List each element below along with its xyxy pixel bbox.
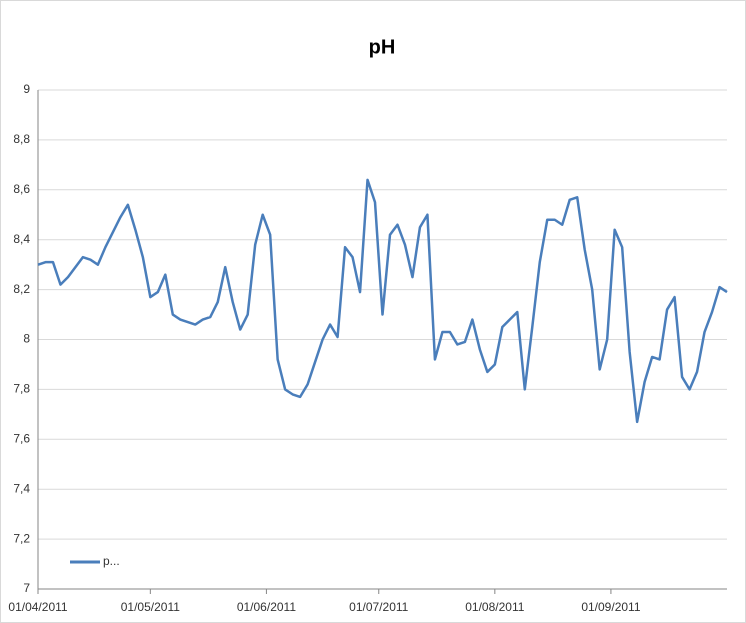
x-tick-label: 01/06/2011	[237, 600, 296, 614]
y-tick-label: 8,2	[13, 282, 30, 296]
x-tick-label: 01/08/2011	[465, 600, 524, 614]
y-tick-label: 7	[23, 581, 30, 595]
y-tick-label: 8,8	[13, 132, 30, 146]
chart-title: pH	[369, 36, 396, 58]
x-tick-label: 01/07/2011	[349, 600, 408, 614]
y-tick-label: 8	[23, 332, 30, 346]
x-tick-label: 01/05/2011	[121, 600, 180, 614]
y-tick-label: 7,6	[13, 431, 30, 445]
y-tick-label: 7,4	[13, 481, 30, 495]
y-tick-label: 9	[23, 82, 30, 96]
y-tick-label: 8,4	[13, 232, 30, 246]
y-tick-label: 7,2	[13, 531, 30, 545]
x-tick-label: 01/09/2011	[581, 600, 640, 614]
x-tick-label: 01/04/2011	[8, 600, 67, 614]
data-line	[37, 178, 728, 424]
legend-label: p...	[103, 554, 120, 568]
y-tick-label: 7,8	[13, 382, 30, 396]
y-tick-label: 8,6	[13, 182, 30, 196]
